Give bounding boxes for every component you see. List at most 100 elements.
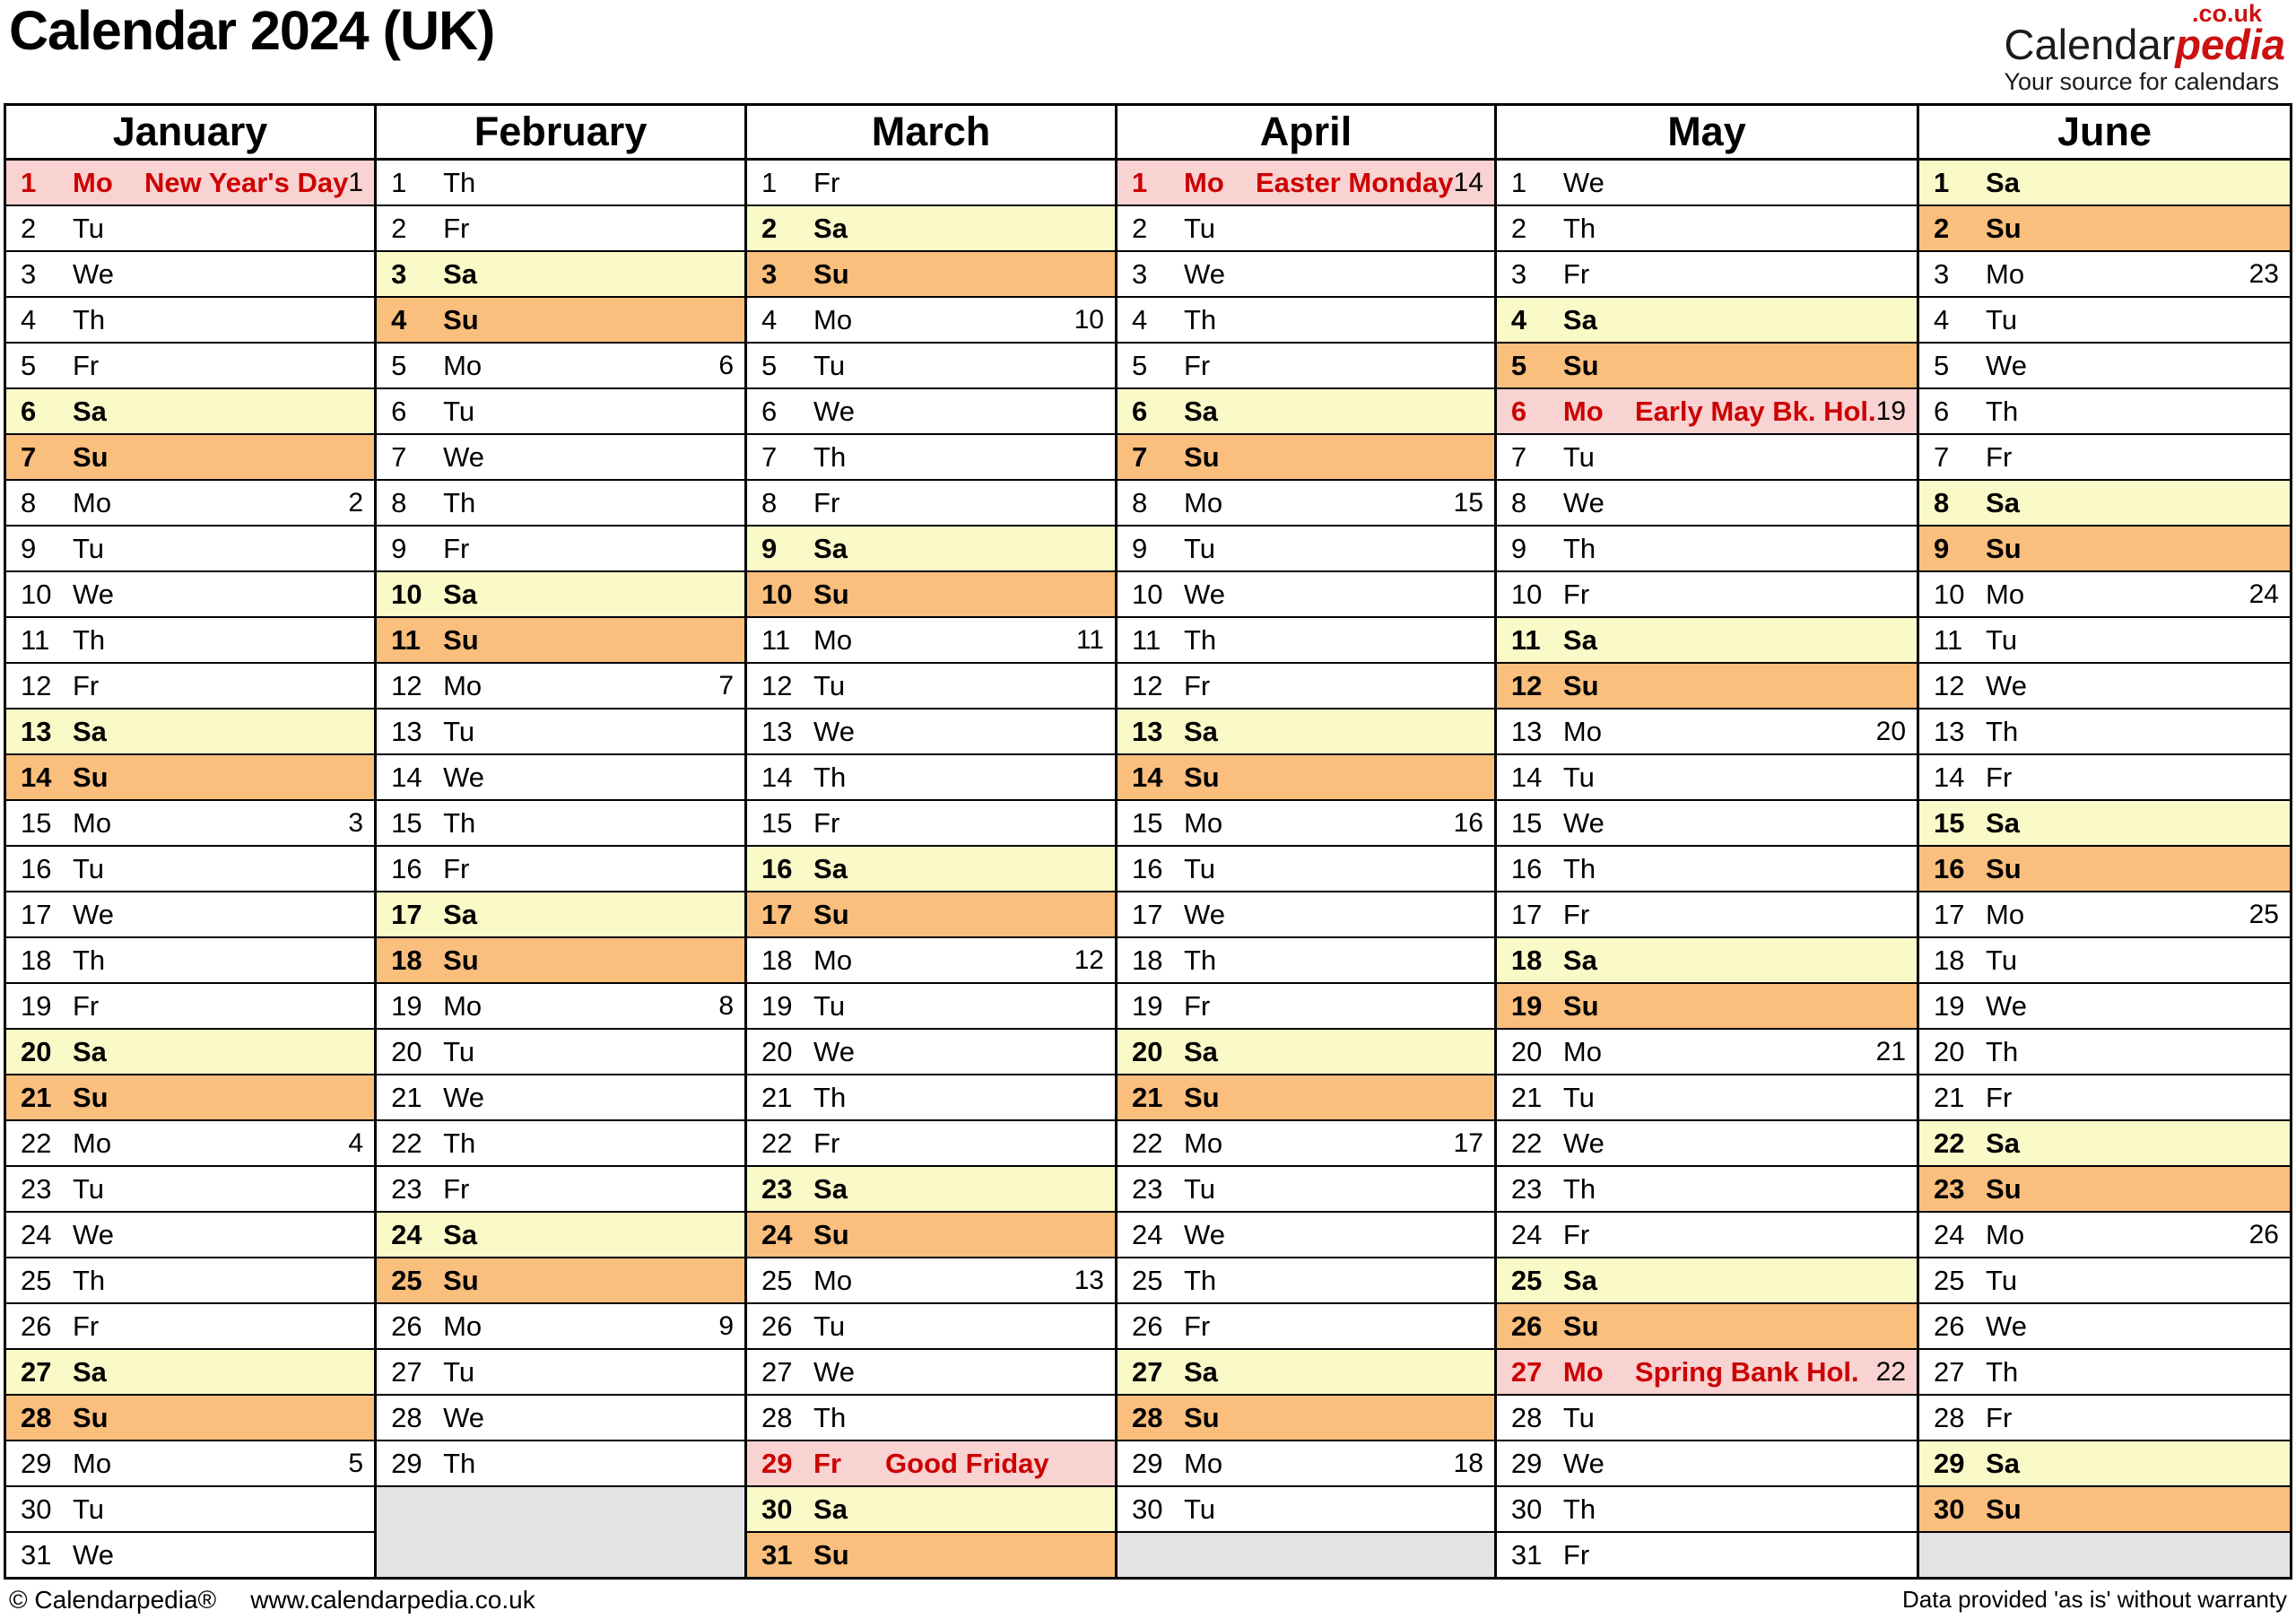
day-weekday: Sa bbox=[1184, 715, 1218, 747]
day-number: 16 bbox=[1132, 852, 1163, 884]
day-number: 9 bbox=[1132, 532, 1148, 564]
month-column-january: January 1 Mo New Year's Day 1 2 Tu 3 We 4 Th 5 Fr 6 Sa… bbox=[6, 106, 378, 1577]
day-weekday: Fr bbox=[443, 852, 470, 884]
day-weekday: Mo bbox=[1562, 395, 1604, 427]
day-weekday: Sa bbox=[1184, 1035, 1218, 1067]
holiday-label: Good Friday bbox=[885, 1447, 1049, 1479]
day-row: 25 Th bbox=[1118, 1258, 1494, 1304]
day-row: 6 We bbox=[747, 389, 1115, 435]
day-weekday: Fr bbox=[1562, 1538, 1590, 1571]
day-number: 15 bbox=[1934, 806, 1965, 839]
day-weekday: Mo bbox=[1986, 1218, 2025, 1250]
day-weekday: Fr bbox=[73, 989, 100, 1022]
day-row: 12 Fr bbox=[6, 664, 375, 709]
day-number: 16 bbox=[391, 852, 422, 884]
day-row: 8 Sa bbox=[1919, 481, 2290, 527]
day-number: 14 bbox=[1510, 761, 1543, 793]
day-row: 23 Sa bbox=[747, 1167, 1115, 1213]
month-column-may: May 1 We 2 Th 3 Fr 4 Sa 5 Su 6 Mo Early May Bk. Hol. 1… bbox=[1496, 106, 1920, 1577]
day-number: 3 bbox=[21, 257, 37, 290]
day-row: 28 Th bbox=[747, 1396, 1115, 1441]
day-number: 15 bbox=[21, 806, 52, 839]
day-number: 17 bbox=[1510, 898, 1543, 930]
day-number: 12 bbox=[21, 669, 52, 701]
day-number: 11 bbox=[1132, 623, 1161, 656]
day-row: 30 Tu bbox=[6, 1487, 375, 1533]
day-row: 21 Su bbox=[1118, 1075, 1494, 1121]
day-weekday: Fr bbox=[1184, 669, 1211, 701]
empty-day-row bbox=[1118, 1533, 1494, 1577]
day-weekday: Su bbox=[813, 898, 849, 930]
footer-copyright: © Calendarpedia® bbox=[9, 1586, 217, 1614]
day-row: 14 We bbox=[377, 755, 745, 801]
day-weekday: We bbox=[1562, 1447, 1605, 1479]
day-weekday: Mo bbox=[1184, 166, 1224, 198]
day-row: 5 Mo 6 bbox=[377, 344, 745, 389]
day-number: 4 bbox=[761, 303, 778, 335]
day-row: 21 Fr bbox=[1919, 1075, 2290, 1121]
day-number: 27 bbox=[391, 1355, 422, 1388]
day-number: 10 bbox=[1510, 578, 1543, 610]
week-number: 10 bbox=[1074, 304, 1104, 335]
day-number: 2 bbox=[391, 212, 407, 244]
day-weekday: Mo bbox=[1562, 715, 1602, 747]
day-number: 28 bbox=[761, 1401, 793, 1433]
day-number: 21 bbox=[1510, 1081, 1543, 1113]
day-number: 31 bbox=[1510, 1538, 1543, 1571]
day-weekday: Mo bbox=[73, 806, 112, 839]
day-number: 28 bbox=[1934, 1401, 1965, 1433]
day-row: 22 Th bbox=[377, 1121, 745, 1167]
day-row: 2 Tu bbox=[1118, 206, 1494, 252]
footer-url: www.calendarpedia.co.uk bbox=[250, 1586, 535, 1614]
day-weekday: Sa bbox=[1184, 395, 1218, 427]
day-row: 31 Su bbox=[747, 1533, 1115, 1577]
day-row: 26 We bbox=[1919, 1304, 2290, 1350]
day-weekday: Tu bbox=[73, 212, 105, 244]
day-row: 18 Th bbox=[6, 938, 375, 984]
day-row: 14 Su bbox=[6, 755, 375, 801]
day-weekday: We bbox=[73, 1218, 114, 1250]
day-number: 26 bbox=[1132, 1310, 1163, 1342]
day-row: 22 We bbox=[1496, 1121, 1918, 1167]
day-row: 24 Fr bbox=[1496, 1213, 1918, 1258]
week-number: 25 bbox=[2248, 899, 2279, 929]
logo-tagline: Your source for calendars bbox=[2004, 68, 2280, 95]
day-weekday: Fr bbox=[73, 1310, 100, 1342]
day-row: 2 Th bbox=[1496, 206, 1918, 252]
week-number: 8 bbox=[718, 990, 735, 1021]
day-number: 24 bbox=[391, 1218, 422, 1250]
day-number: 18 bbox=[21, 944, 52, 976]
day-row: 28 Fr bbox=[1919, 1396, 2290, 1441]
day-weekday: Mo bbox=[443, 989, 483, 1022]
day-number: 29 bbox=[1510, 1447, 1543, 1479]
day-weekday: Mo bbox=[73, 486, 112, 518]
day-row: 21 We bbox=[377, 1075, 745, 1121]
day-weekday: Fr bbox=[1184, 989, 1211, 1022]
day-row: 6 Th bbox=[1919, 389, 2290, 435]
day-row: 6 Mo Early May Bk. Hol. 19 bbox=[1496, 389, 1918, 435]
week-number: 16 bbox=[1453, 807, 1483, 838]
day-weekday: Su bbox=[1562, 1310, 1599, 1342]
day-weekday: Sa bbox=[1986, 486, 2020, 518]
day-row: 21 Th bbox=[747, 1075, 1115, 1121]
day-weekday: Mo bbox=[1562, 1035, 1602, 1067]
day-number: 6 bbox=[1132, 395, 1148, 427]
day-row: 13 We bbox=[747, 709, 1115, 755]
day-number: 8 bbox=[391, 486, 407, 518]
day-weekday: Th bbox=[73, 944, 106, 976]
month-column-april: April 1 Mo Easter Monday 14 2 Tu 3 We 4 Th 5 Fr 6 Sa 7 S… bbox=[1118, 106, 1497, 1577]
day-number: 27 bbox=[1510, 1355, 1543, 1388]
day-weekday: Sa bbox=[1986, 166, 2020, 198]
day-row: 18 Mo 12 bbox=[747, 938, 1115, 984]
week-number: 9 bbox=[718, 1310, 735, 1341]
day-number: 29 bbox=[761, 1447, 793, 1479]
day-number: 29 bbox=[21, 1447, 52, 1479]
day-weekday: Fr bbox=[443, 212, 470, 244]
day-number: 7 bbox=[391, 440, 407, 473]
day-weekday: Th bbox=[443, 166, 476, 198]
day-weekday: Th bbox=[1562, 532, 1596, 564]
day-weekday: Th bbox=[1986, 715, 2019, 747]
day-row: 30 Th bbox=[1496, 1487, 1918, 1533]
day-row: 2 Su bbox=[1919, 206, 2290, 252]
day-number: 23 bbox=[391, 1172, 422, 1205]
